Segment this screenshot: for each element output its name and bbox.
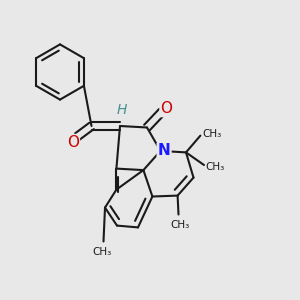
Text: CH₃: CH₃ [92,247,112,257]
Text: N: N [158,143,170,158]
Text: H: H [116,103,127,116]
Text: CH₃: CH₃ [202,129,221,139]
Text: CH₃: CH₃ [170,220,190,230]
Text: O: O [67,135,79,150]
Text: CH₃: CH₃ [206,161,225,172]
Text: O: O [160,101,172,116]
